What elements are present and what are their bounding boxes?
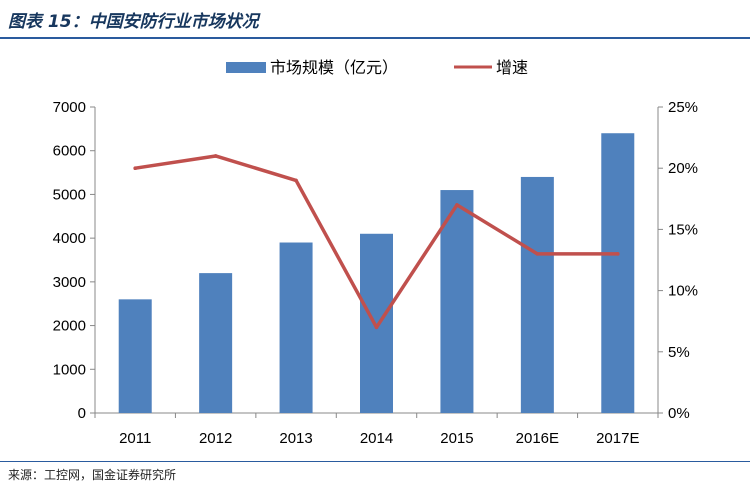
growth-point-2012 [213, 154, 218, 158]
y-right-tick-label: 20% [668, 160, 698, 177]
x-tick-label: 2014 [360, 430, 393, 447]
source-note: 来源：工控网，国金证券研究所 [8, 468, 177, 482]
x-tick-label: 2015 [440, 430, 473, 447]
y-left-tick-label: 0 [78, 405, 86, 422]
growth-point-2014 [374, 325, 379, 330]
growth-point-2013 [294, 178, 298, 183]
bar-2012 [199, 273, 233, 413]
y-right-tick-label: 10% [668, 283, 698, 300]
figure-header: 图表 15：中国安防行业市场状况 [0, 0, 750, 39]
footer-divider [0, 461, 750, 462]
x-tick-label: 2011 [119, 430, 151, 447]
y-right-tick-label: 5% [668, 344, 690, 361]
y-right-tick-label: 15% [668, 221, 698, 238]
bar-2013 [279, 242, 313, 413]
y-left-tick-label: 2000 [53, 318, 86, 335]
bar-2016E [520, 176, 554, 413]
legend-swatch-market-size [226, 62, 266, 73]
bar-2011 [118, 299, 152, 413]
growth-point-2011 [133, 166, 138, 170]
y-left-tick-label: 5000 [53, 186, 86, 203]
line-series [133, 154, 620, 330]
figure-title: 图表 15：中国安防行业市场状况 [8, 12, 259, 32]
y-left-tick-label: 3000 [53, 274, 86, 291]
y-right-tick-label: 25% [668, 99, 698, 116]
x-tick-label: 2016E [516, 430, 559, 447]
title-divider [0, 37, 750, 39]
y-left-tick-label: 6000 [53, 143, 86, 160]
growth-point-2016E [535, 252, 540, 256]
x-tick-label: 2012 [199, 430, 232, 447]
bar-2014 [360, 233, 393, 413]
chart-axes: 0 1000 2000 3000 4000 5000 6000 7000 0% 5% 10% 15% 2… [53, 99, 698, 447]
y-left-tick-label: 1000 [53, 361, 86, 378]
growth-point-2015 [455, 203, 459, 207]
x-tick-label: 2017E [596, 430, 639, 447]
y-left-tick-label: 7000 [53, 99, 86, 116]
y-right-tick-label: 0% [668, 405, 690, 422]
legend-label-market-size: 市场规模（亿元） [270, 59, 398, 77]
x-tick-label: 2013 [279, 430, 312, 447]
bar-2015 [440, 190, 474, 413]
growth-point-2017E [615, 252, 620, 256]
chart-legend: 市场规模（亿元） 增速 [226, 59, 528, 77]
bar-series [118, 133, 635, 413]
bar-2017E [601, 133, 635, 413]
legend-label-growth: 增速 [496, 59, 528, 77]
y-left-tick-label: 4000 [53, 230, 86, 247]
